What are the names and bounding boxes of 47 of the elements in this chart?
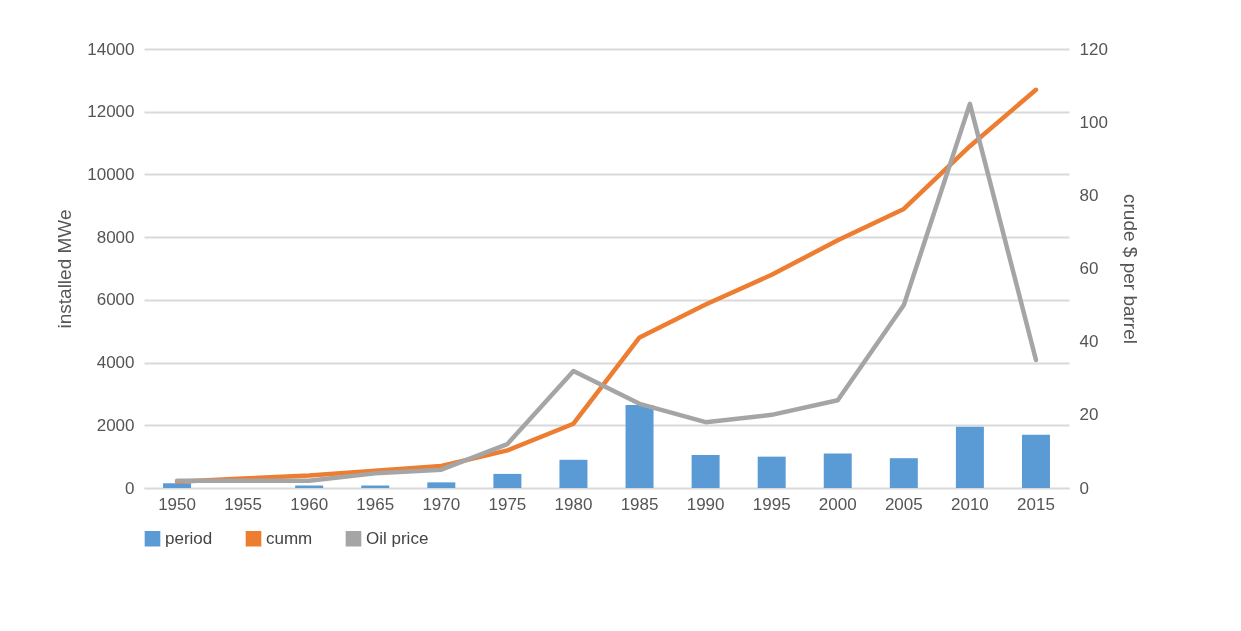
- y2-tick-label: 60: [1079, 259, 1099, 278]
- y2-axis-title: crude $ per barrel: [1119, 194, 1141, 344]
- y-tick-label: 4000: [96, 353, 135, 373]
- bar: [361, 485, 390, 488]
- bar: [493, 473, 522, 488]
- legend-label: period: [165, 528, 213, 548]
- y2-tick-label: 40: [1079, 332, 1099, 352]
- y-tick-label: 10000: [87, 164, 135, 184]
- y-tick-label: 14000: [87, 39, 135, 59]
- bar: [1021, 434, 1050, 488]
- y-tick-label: 0: [125, 478, 135, 498]
- bar: [427, 482, 456, 488]
- y-tick-label: 12000: [87, 102, 135, 122]
- x-tick-label: 1965: [356, 494, 395, 514]
- x-tick-label: 1990: [686, 494, 725, 514]
- x-tick-label: 2010: [950, 494, 989, 514]
- x-tick-label: 2015: [1017, 494, 1055, 514]
- bar: [163, 483, 192, 488]
- x-tick-label: 1960: [290, 494, 329, 514]
- bar: [955, 426, 984, 488]
- x-tick-label: 1985: [620, 494, 659, 514]
- bar: [625, 404, 654, 488]
- bar: [559, 459, 588, 488]
- x-tick-label: 1950: [158, 494, 196, 514]
- y-axis-title: installed MWe: [54, 209, 76, 329]
- y-tick-label: 8000: [96, 227, 135, 247]
- y2-tick-label: 80: [1079, 185, 1099, 205]
- y-tick-label: 6000: [96, 290, 135, 310]
- bar: [757, 456, 786, 488]
- bar: [295, 485, 324, 488]
- y2-tick-label: 100: [1079, 112, 1108, 132]
- legend-label: Oil price: [366, 528, 429, 548]
- bar: [823, 453, 852, 488]
- y2-tick-label: 120: [1079, 39, 1108, 59]
- x-tick-label: 1970: [422, 494, 461, 514]
- x-tick-label: 1975: [488, 494, 527, 514]
- x-tick-label: 2005: [884, 494, 923, 514]
- y2-tick-label: 20: [1079, 405, 1099, 425]
- bar: [691, 455, 720, 488]
- x-tick-label: 1995: [752, 494, 791, 514]
- y2-tick-label: 0: [1079, 478, 1089, 498]
- legend-label: cumm: [266, 528, 313, 548]
- y-tick-label: 2000: [96, 415, 135, 435]
- x-tick-label: 2000: [818, 494, 857, 514]
- bar: [889, 458, 918, 488]
- x-tick-label: 1955: [224, 494, 263, 514]
- x-tick-label: 1980: [554, 494, 593, 514]
